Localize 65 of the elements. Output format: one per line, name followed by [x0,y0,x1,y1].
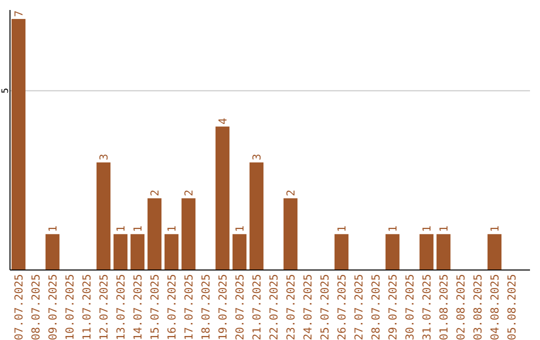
x-tick-label: 25.07.2025 [318,274,332,340]
x-tick-label: 10.07.2025 [64,274,76,340]
bar [334,234,348,270]
bar [12,18,26,270]
y-tick-label: 5 [1,88,11,94]
data-label: 1 [46,226,60,232]
x-tick-label: 27.07.2025 [352,274,366,340]
data-label: 1 [420,226,434,232]
x-tick-label: 20.07.2025 [234,274,246,340]
bar [114,234,128,270]
data-label: 1 [336,226,348,232]
bar [148,198,162,270]
data-label: 3 [250,154,264,160]
x-tick-label: 03.08.2025 [472,274,484,340]
data-label: 4 [216,118,230,125]
x-tick-label: 17.07.2025 [182,274,196,340]
x-tick-label: 18.07.2025 [200,274,212,340]
bar [284,198,298,270]
data-label: 2 [182,190,196,196]
bar [216,126,230,270]
x-tick-label: 12.07.2025 [98,274,110,340]
x-tick-label: 13.07.2025 [114,274,128,340]
data-label: 2 [284,190,298,196]
bar [420,234,434,270]
data-label: 1 [488,226,502,232]
data-label: 3 [98,154,110,160]
bar [232,234,246,270]
data-label: 1 [166,226,178,232]
x-tick-label: 30.07.2025 [404,274,416,340]
x-tick-label: 24.07.2025 [302,274,314,340]
x-tick-label: 01.08.2025 [438,274,450,340]
x-tick-label: 21.07.2025 [250,274,264,340]
data-label: 1 [438,226,450,232]
x-tick-label: 07.07.2025 [12,274,26,340]
x-tick-label: 29.07.2025 [386,274,400,340]
x-tick-label: 09.07.2025 [46,274,60,340]
x-tick-label: 16.07.2025 [166,274,178,340]
data-label: 1 [386,226,400,232]
bar [164,234,178,270]
x-tick-label: 28.07.2025 [370,274,382,340]
bar [96,162,110,270]
data-label: 1 [132,226,144,232]
x-tick-label: 31.07.2025 [420,274,434,340]
bar [130,234,144,270]
x-tick-label: 22.07.2025 [268,274,280,340]
data-label: 1 [114,226,128,232]
x-tick-label: 02.08.2025 [454,274,468,340]
data-label: 1 [234,226,246,232]
bar [488,234,502,270]
data-label: 2 [148,190,162,196]
bar [250,162,264,270]
x-tick-label: 15.07.2025 [148,274,162,340]
x-tick-label: 14.07.2025 [132,274,144,340]
x-tick-label: 04.08.2025 [488,274,502,340]
bar [386,234,400,270]
x-tick-label: 23.07.2025 [284,274,298,340]
x-tick-label: 19.07.2025 [216,274,230,340]
x-tick-label: 11.07.2025 [80,274,94,340]
x-tick-label: 08.07.2025 [30,274,42,340]
x-tick-label: 26.07.2025 [336,274,348,340]
bar [436,234,450,270]
bar [46,234,60,270]
x-tick-label: 05.08.2025 [506,274,518,340]
bar [182,198,196,270]
data-label: 7 [12,10,26,17]
